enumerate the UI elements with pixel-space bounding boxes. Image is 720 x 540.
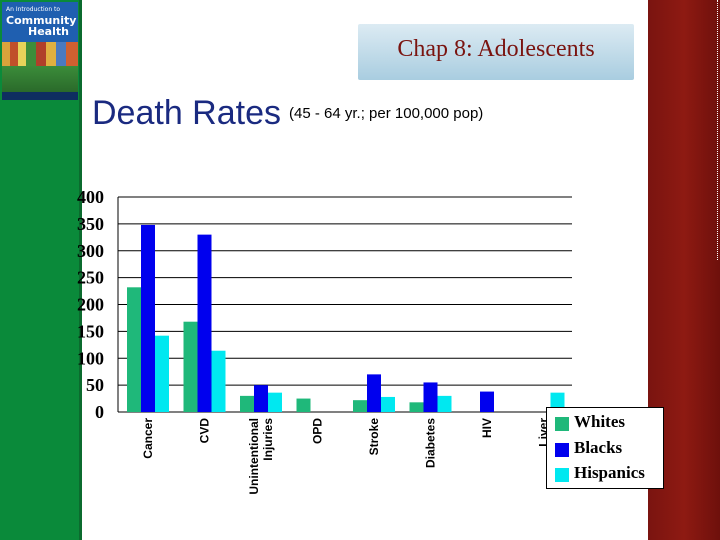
bar-blacks-4 bbox=[367, 374, 381, 412]
slide-title-main: Death Rates bbox=[92, 94, 281, 132]
legend-swatch-hispanics bbox=[555, 468, 569, 482]
y-tick-label: 100 bbox=[77, 348, 104, 368]
y-tick-label: 250 bbox=[77, 268, 104, 288]
legend-label-whites: Whites bbox=[574, 412, 625, 431]
bar-blacks-1 bbox=[197, 234, 212, 412]
category-label: Injuries bbox=[261, 418, 275, 461]
y-tick-label: 50 bbox=[86, 375, 104, 395]
category-label: Cancer bbox=[141, 418, 155, 459]
slide-title-subtitle: (45 - 64 yr.; per 100,000 pop) bbox=[289, 105, 484, 122]
bar-whites-4 bbox=[353, 400, 367, 412]
bar-whites-1 bbox=[183, 321, 198, 412]
dotted-decoration bbox=[711, 0, 718, 260]
legend-swatch-blacks bbox=[555, 443, 569, 457]
y-tick-label: 200 bbox=[77, 295, 104, 315]
chart-legend: Whites Blacks Hispanics bbox=[546, 407, 664, 489]
category-label: Diabetes bbox=[424, 418, 438, 468]
bar-hispanics-2 bbox=[268, 392, 282, 412]
bar-blacks-2 bbox=[254, 385, 268, 412]
bar-hispanics-0 bbox=[155, 335, 169, 412]
y-tick-label: 400 bbox=[77, 187, 104, 207]
bar-blacks-6 bbox=[480, 391, 494, 412]
category-label: CVD bbox=[198, 418, 212, 444]
grid-layer bbox=[117, 196, 572, 413]
y-tick-label: 350 bbox=[77, 214, 104, 234]
book-cover-line2: Community bbox=[6, 14, 77, 27]
y-tick-label: 150 bbox=[77, 321, 104, 341]
x-axis-categories: Cancer CVD Unintentional Injuries OPD Stroke D… bbox=[141, 418, 551, 495]
bar-hispanics-5 bbox=[437, 395, 452, 412]
bar-hispanics-4 bbox=[381, 396, 395, 412]
legend-swatch-whites bbox=[555, 417, 569, 431]
bar-blacks-0 bbox=[141, 224, 155, 412]
book-cover-line3: Health bbox=[28, 25, 69, 38]
chapter-banner: Chap 8: Adolescents bbox=[358, 24, 634, 80]
legend-label-blacks: Blacks bbox=[574, 438, 623, 457]
y-axis-ticks: 0 50 100 150 200 250 300 350 400 bbox=[77, 187, 104, 422]
category-label: HIV bbox=[480, 418, 494, 438]
category-label: OPD bbox=[311, 418, 325, 444]
bar-whites-5 bbox=[409, 402, 424, 412]
book-cover-line1: An Introduction to bbox=[6, 6, 61, 13]
death-rate-bar-chart: 0 50 100 150 200 250 300 350 400 Cancer CVD Uninte… bbox=[77, 187, 572, 495]
book-cover-authors bbox=[2, 92, 78, 100]
bar-whites-2 bbox=[240, 395, 254, 412]
book-cover-image: An Introduction to Community Health bbox=[2, 2, 78, 100]
slide-title: Death Rates (45 - 64 yr.; per 100,000 pop… bbox=[92, 94, 483, 133]
y-tick-label: 0 bbox=[95, 402, 104, 422]
bar-blacks-5 bbox=[423, 382, 438, 412]
chapter-title: Chap 8: Adolescents bbox=[397, 36, 595, 62]
city-illustration bbox=[2, 42, 78, 92]
bar-layer bbox=[127, 224, 565, 412]
category-label: Stroke bbox=[367, 418, 381, 456]
bar-whites-0 bbox=[127, 287, 141, 412]
y-tick-label: 300 bbox=[77, 241, 104, 261]
bar-hispanics-1 bbox=[211, 350, 226, 412]
bar-whites-3 bbox=[296, 398, 311, 412]
legend-label-hispanics: Hispanics bbox=[574, 463, 645, 482]
category-label: Unintentional bbox=[247, 418, 261, 495]
